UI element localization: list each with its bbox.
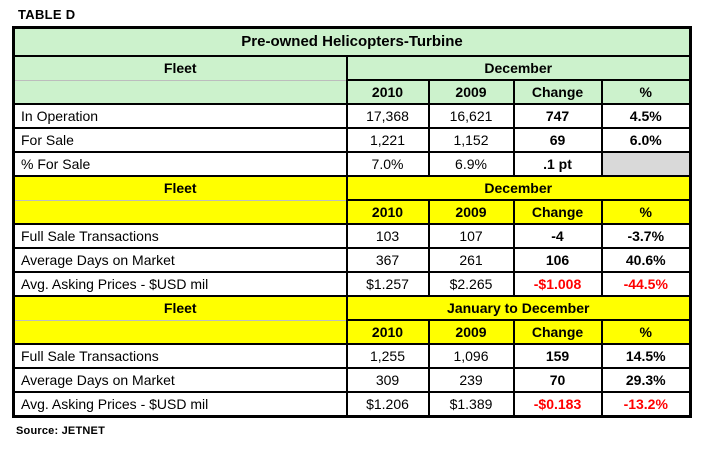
value-change: 70	[512, 367, 603, 393]
table-row: In Operation 17,368 16,621 747 4.5%	[12, 103, 692, 129]
value-change: 159	[512, 343, 603, 369]
column-header-row: 2010 2009 Change %	[12, 319, 692, 345]
empty-gray-cell	[600, 151, 692, 177]
value-pct: 4.5%	[600, 103, 692, 129]
value-2010: 103	[345, 223, 430, 249]
col-pct-header: %	[600, 79, 692, 105]
section-header-row: Fleet December	[12, 175, 692, 201]
value-2010: 367	[345, 247, 430, 273]
period-header: December	[345, 175, 692, 201]
section-header-row: Fleet January to December	[12, 295, 692, 321]
value-change: 106	[512, 247, 603, 273]
value-2009: 107	[427, 223, 515, 249]
value-change: .1 pt	[512, 151, 603, 177]
value-2009: 16,621	[427, 103, 515, 129]
row-label: Full Sale Transactions	[12, 223, 348, 249]
blank-header-cell	[12, 199, 348, 225]
col-pct-header: %	[600, 199, 692, 225]
row-label: Average Days on Market	[12, 367, 348, 393]
table-row: Average Days on Market 367 261 106 40.6%	[12, 247, 692, 273]
table-title-row: Pre-owned Helicopters-Turbine	[12, 26, 692, 57]
col-2009-header: 2009	[427, 199, 515, 225]
col-2010-header: 2010	[345, 79, 430, 105]
value-2010: $1.206	[345, 391, 430, 418]
value-2010: 7.0%	[345, 151, 430, 177]
table-row: Full Sale Transactions 103 107 -4 -3.7%	[12, 223, 692, 249]
col-2010-header: 2010	[345, 319, 430, 345]
value-2009: 239	[427, 367, 515, 393]
row-label: Avg. Asking Prices - $USD mil	[12, 391, 348, 418]
source-note: Source: JETNET	[16, 425, 105, 437]
value-change-negative: -$1.008	[512, 271, 603, 297]
page: TABLE D Pre-owned Helicopters-Turbine Fl…	[12, 7, 692, 437]
value-change: 69	[512, 127, 603, 153]
value-2009: 1,152	[427, 127, 515, 153]
table-tag: TABLE D	[18, 7, 76, 22]
col-change-header: Change	[512, 319, 603, 345]
table-row: % For Sale 7.0% 6.9% .1 pt	[12, 151, 692, 177]
row-label: % For Sale	[12, 151, 348, 177]
row-label: Avg. Asking Prices - $USD mil	[12, 271, 348, 297]
value-2010: 17,368	[345, 103, 430, 129]
col-pct-header: %	[600, 319, 692, 345]
col-2009-header: 2009	[427, 319, 515, 345]
value-pct-negative: -13.2%	[600, 391, 692, 418]
preowned-helicopters-table: Pre-owned Helicopters-Turbine Fleet Dece…	[12, 26, 692, 418]
value-2009: $2.265	[427, 271, 515, 297]
value-2010: 1,221	[345, 127, 430, 153]
blank-header-cell	[12, 319, 348, 345]
col-2009-header: 2009	[427, 79, 515, 105]
value-change: -4	[512, 223, 603, 249]
table-row: Avg. Asking Prices - $USD mil $1.257 $2.…	[12, 271, 692, 297]
period-header: December	[345, 55, 692, 81]
col-change-header: Change	[512, 79, 603, 105]
value-2010: 309	[345, 367, 430, 393]
col-2010-header: 2010	[345, 199, 430, 225]
blank-header-cell	[12, 79, 348, 105]
value-2009: 1,096	[427, 343, 515, 369]
section-header-row: Fleet December	[12, 55, 692, 81]
value-2009: 261	[427, 247, 515, 273]
value-2009: $1.389	[427, 391, 515, 418]
value-pct: 14.5%	[600, 343, 692, 369]
value-pct: 29.3%	[600, 367, 692, 393]
value-pct: 40.6%	[600, 247, 692, 273]
fleet-header: Fleet	[12, 295, 348, 321]
fleet-header: Fleet	[12, 55, 348, 81]
table-row: For Sale 1,221 1,152 69 6.0%	[12, 127, 692, 153]
value-pct: 6.0%	[600, 127, 692, 153]
col-change-header: Change	[512, 199, 603, 225]
value-2009: 6.9%	[427, 151, 515, 177]
value-change-negative: -$0.183	[512, 391, 603, 418]
table-title: Pre-owned Helicopters-Turbine	[12, 26, 692, 57]
row-label: For Sale	[12, 127, 348, 153]
value-2010: $1.257	[345, 271, 430, 297]
column-header-row: 2010 2009 Change %	[12, 79, 692, 105]
fleet-header: Fleet	[12, 175, 348, 201]
period-header: January to December	[345, 295, 692, 321]
value-pct-negative: -44.5%	[600, 271, 692, 297]
value-2010: 1,255	[345, 343, 430, 369]
table-row: Full Sale Transactions 1,255 1,096 159 1…	[12, 343, 692, 369]
row-label: Average Days on Market	[12, 247, 348, 273]
table-row: Average Days on Market 309 239 70 29.3%	[12, 367, 692, 393]
value-pct: -3.7%	[600, 223, 692, 249]
row-label: In Operation	[12, 103, 348, 129]
row-label: Full Sale Transactions	[12, 343, 348, 369]
value-change: 747	[512, 103, 603, 129]
table-row: Avg. Asking Prices - $USD mil $1.206 $1.…	[12, 391, 692, 418]
column-header-row: 2010 2009 Change %	[12, 199, 692, 225]
